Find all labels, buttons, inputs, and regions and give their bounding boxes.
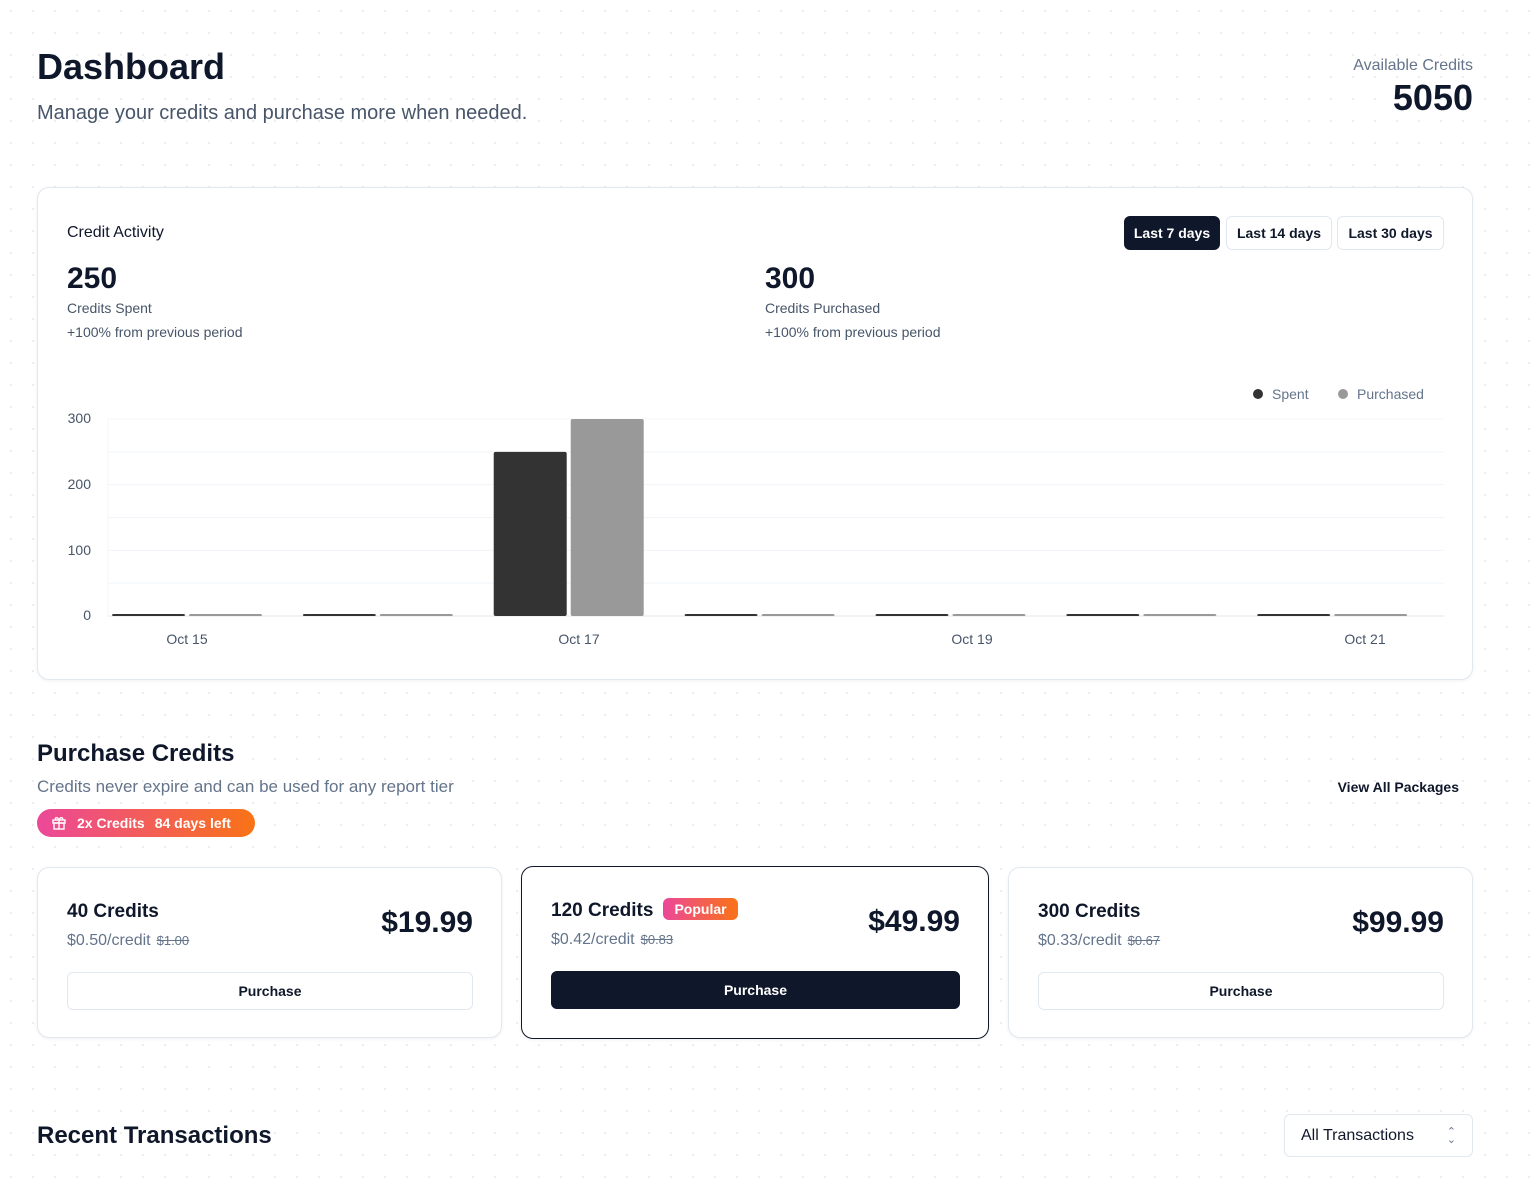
package-card-popular: 120 Credits Popular $0.42/credit $0.83 $49… xyxy=(521,866,989,1039)
page-title: Dashboard xyxy=(37,46,226,87)
purchased-change: +100% from previous period xyxy=(765,324,941,340)
bar-purchased-oct-18 xyxy=(761,614,835,616)
package-price: $99.99 xyxy=(1352,906,1444,939)
transactions-title: Recent Transactions xyxy=(37,1122,272,1149)
promo-label: 2x Credits xyxy=(77,815,145,831)
legend-purchased: Purchased xyxy=(1357,386,1424,402)
purchase-button[interactable]: Purchase xyxy=(67,972,473,1010)
available-credits: Available Credits 5050 xyxy=(1353,57,1473,119)
package-card: 40 Credits $0.50/credit $1.00 $19.99 Purc… xyxy=(37,867,502,1038)
credit-activity-card: Credit Activity Last 7 days Last 14 days… xyxy=(37,187,1473,680)
y-tick: 0 xyxy=(83,607,91,623)
spent-value: 250 xyxy=(67,262,118,295)
promo-days: 84 days left xyxy=(154,815,231,831)
package-card: 300 Credits $0.33/credit $0.67 $99.99 Pur… xyxy=(1008,867,1473,1038)
purchased-stat: 300 Credits Purchased +100% from previou… xyxy=(765,262,941,340)
available-credits-label: Available Credits xyxy=(1353,57,1473,74)
legend-spent: Spent xyxy=(1272,386,1309,402)
x-tick: Oct 15 xyxy=(166,631,207,647)
chevron-up-down-icon: ⌃ ⌄ xyxy=(1446,1125,1456,1146)
spent-label: Credits Spent xyxy=(67,300,152,316)
gift-icon xyxy=(52,817,66,830)
available-credits-value: 5050 xyxy=(1392,77,1473,118)
purchased-label: Credits Purchased xyxy=(765,300,881,316)
purchase-button[interactable]: Purchase xyxy=(551,971,960,1009)
credit-activity-chart: 300 200 100 0 Oct 15 Oct 17 Oct 19 Oct 2… xyxy=(68,386,1444,647)
per-credit-price: $0.42/credit xyxy=(551,931,635,948)
bar-spent-oct-19 xyxy=(875,614,949,616)
bar-purchased-oct-15 xyxy=(189,614,262,616)
legend-spent-dot xyxy=(1253,389,1263,399)
legend-purchased-dot xyxy=(1338,389,1348,399)
popular-badge: Popular xyxy=(663,898,738,920)
view-all-packages-link[interactable]: View All Packages xyxy=(1337,779,1459,795)
per-credit-price: $0.50/credit xyxy=(67,932,151,949)
bar-spent-oct-18 xyxy=(684,614,758,616)
x-tick: Oct 19 xyxy=(951,631,992,647)
y-tick: 300 xyxy=(68,410,92,426)
purchase-button[interactable]: Purchase xyxy=(1038,972,1444,1010)
page-subtitle: Manage your credits and purchase more wh… xyxy=(37,102,528,124)
bar-purchased-oct-20 xyxy=(1143,614,1217,616)
bar-spent-oct-21 xyxy=(1257,614,1331,616)
package-price: $19.99 xyxy=(381,906,473,939)
filter-value: All Transactions xyxy=(1301,1126,1414,1144)
spent-stat: 250 Credits Spent +100% from previous pe… xyxy=(67,262,243,340)
bar-spent-oct-15 xyxy=(112,614,185,616)
y-tick: 100 xyxy=(68,542,92,558)
old-price: $0.67 xyxy=(1127,933,1161,948)
package-per-credit: $0.50/credit $1.00 xyxy=(67,932,189,950)
old-price: $0.83 xyxy=(640,932,674,947)
y-tick: 200 xyxy=(68,476,92,492)
bar-spent-oct-20 xyxy=(1066,614,1140,616)
purchase-title: Purchase Credits xyxy=(37,740,235,767)
bar-purchased-oct-16 xyxy=(379,614,453,616)
package-name-text: 120 Credits xyxy=(551,900,654,921)
package-per-credit: $0.42/credit $0.83 xyxy=(551,931,673,949)
x-tick: Oct 17 xyxy=(558,631,599,647)
range-30-days[interactable]: Last 30 days xyxy=(1337,216,1444,250)
package-per-credit: $0.33/credit $0.67 xyxy=(1038,932,1160,950)
package-name: 120 Credits Popular xyxy=(551,898,738,922)
promo-badge: 2x Credits 84 days left xyxy=(37,809,255,837)
x-tick: Oct 21 xyxy=(1344,631,1385,647)
package-price: $49.99 xyxy=(868,905,960,938)
bar-spent-oct-16 xyxy=(302,614,376,616)
purchased-value: 300 xyxy=(765,262,816,295)
card-title: Credit Activity xyxy=(67,224,164,241)
bar-spent-oct-17 xyxy=(493,451,567,616)
old-price: $1.00 xyxy=(156,933,190,948)
purchase-subtitle: Credits never expire and can be used for… xyxy=(37,777,454,796)
bar-purchased-oct-19 xyxy=(952,614,1026,616)
range-7-days[interactable]: Last 7 days xyxy=(1124,216,1220,250)
range-14-days[interactable]: Last 14 days xyxy=(1226,216,1332,250)
bar-purchased-oct-21 xyxy=(1334,614,1408,616)
per-credit-price: $0.33/credit xyxy=(1038,932,1122,949)
bar-purchased-oct-17 xyxy=(570,419,644,616)
spent-change: +100% from previous period xyxy=(67,324,243,340)
package-name: 40 Credits xyxy=(67,901,159,922)
package-name: 300 Credits xyxy=(1038,901,1141,922)
transactions-filter-select[interactable]: All Transactions ⌃ ⌄ xyxy=(1284,1114,1473,1157)
